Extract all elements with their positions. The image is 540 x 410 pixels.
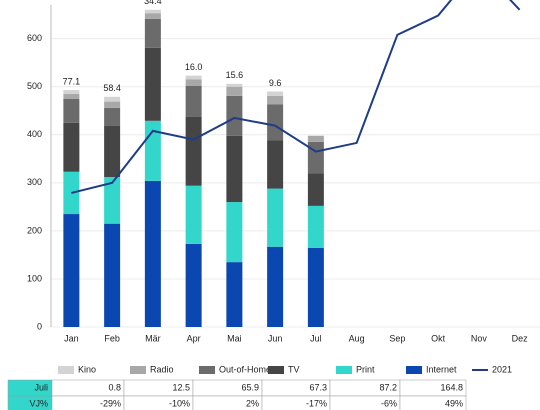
bar-segment xyxy=(104,223,121,327)
legend-label: Radio xyxy=(150,364,174,374)
table-cell-text: -17% xyxy=(306,398,327,408)
bar-segment xyxy=(226,262,243,327)
x-tick-label: Mär xyxy=(145,333,161,343)
bar-segment xyxy=(307,247,324,327)
bar-top-label: 58.4 xyxy=(103,83,121,93)
y-tick-label: 0 xyxy=(37,321,42,331)
legend-label: Print xyxy=(356,364,375,374)
x-tick-label: Jul xyxy=(310,333,322,343)
legend-swatch xyxy=(58,366,74,374)
legend-swatch xyxy=(406,366,422,374)
x-tick-label: Jun xyxy=(268,333,283,343)
table-cell-text: 2% xyxy=(246,398,259,408)
bar-segment xyxy=(267,246,284,327)
x-tick-label: Sep xyxy=(389,333,405,343)
bar-top-label: 16.0 xyxy=(185,62,203,72)
y-tick-label: 500 xyxy=(27,81,42,91)
y-tick-label: 100 xyxy=(27,273,42,283)
bar-segment xyxy=(63,214,80,327)
bar-segment xyxy=(144,180,161,327)
x-tick-label: Apr xyxy=(187,333,201,343)
y-tick-label: 600 xyxy=(27,33,42,43)
legend-label: 2021 xyxy=(492,364,512,374)
table-cell-text: 164.8 xyxy=(440,382,463,392)
table-cell-text: 0.8 xyxy=(108,382,121,392)
bar-segment xyxy=(267,104,284,141)
bar-segment xyxy=(63,122,80,172)
bar-segment xyxy=(226,95,243,136)
line-layer xyxy=(71,0,521,194)
y-tick-label: 400 xyxy=(27,129,42,139)
line-series xyxy=(71,0,521,194)
bar-top-label: 15.6 xyxy=(226,70,244,80)
legend-swatch xyxy=(199,366,215,374)
bar-segment xyxy=(267,91,284,96)
bar-segment xyxy=(63,90,80,94)
y-tick-label: 200 xyxy=(27,225,42,235)
table-cell-text: -29% xyxy=(100,398,121,408)
legend-swatch xyxy=(130,366,146,374)
x-tick-label: Mai xyxy=(227,333,242,343)
bar-segment xyxy=(267,95,284,105)
table-cell-text: 12.5 xyxy=(172,382,190,392)
table-cell-text: -6% xyxy=(381,398,397,408)
bar-segment xyxy=(267,188,284,247)
bar-segment xyxy=(226,86,243,96)
bar-top-label: 77.1 xyxy=(63,76,81,86)
legend-label: TV xyxy=(288,364,300,374)
x-tick-label: Okt xyxy=(431,333,446,343)
x-tick-label: Nov xyxy=(471,333,488,343)
x-tick-label: Feb xyxy=(104,333,120,343)
table-cell-text: 49% xyxy=(445,398,463,408)
legend-label: Internet xyxy=(426,364,457,374)
bar-segment xyxy=(104,107,121,126)
bar-top-label: 9.6 xyxy=(269,78,282,88)
bar-segment xyxy=(144,47,161,121)
bar-segment xyxy=(144,18,161,48)
bar-segment xyxy=(185,85,202,117)
bar-segment xyxy=(185,75,202,80)
legend-label: Out-of-Home xyxy=(219,364,271,374)
legend-swatch xyxy=(268,366,284,374)
bar-segment xyxy=(185,243,202,327)
table-cell-text: 67.3 xyxy=(309,382,327,392)
bar-segment xyxy=(267,140,284,189)
bar-top-label: 34.4 xyxy=(144,0,162,6)
bar-segment xyxy=(185,79,202,86)
bar-segment xyxy=(307,141,324,174)
bar-segment xyxy=(185,116,202,186)
table-cell-text: 87.2 xyxy=(379,382,397,392)
x-tick-label: Jan xyxy=(64,333,79,343)
x-tick-label: Aug xyxy=(349,333,365,343)
table-row-label: VJ% xyxy=(29,398,48,408)
table-cell-text: 65.9 xyxy=(241,382,259,392)
bar-segment xyxy=(104,177,121,224)
bar-segment xyxy=(104,96,121,102)
bar-segment xyxy=(185,185,202,244)
bar-segment xyxy=(307,173,324,206)
bar-segment xyxy=(104,101,121,108)
bar-segment xyxy=(226,135,243,203)
table-cell xyxy=(399,395,467,410)
y-tick-label: 300 xyxy=(27,177,42,187)
bar-segment xyxy=(104,125,121,178)
bar-segment xyxy=(63,98,80,123)
bar-segment xyxy=(226,202,243,263)
bar-segment xyxy=(144,120,161,181)
legend-swatch xyxy=(336,366,352,374)
bar-segment xyxy=(63,93,80,99)
bar-segment xyxy=(307,135,324,142)
table-cell-text: -10% xyxy=(169,398,190,408)
bar-segment xyxy=(226,83,243,87)
bar-segment xyxy=(307,205,324,248)
bar-segment xyxy=(144,9,161,14)
legend-label: Kino xyxy=(78,364,96,374)
table-row-label: Juli xyxy=(34,382,48,392)
bar-segment xyxy=(144,13,161,19)
x-tick-label: Dez xyxy=(512,333,529,343)
